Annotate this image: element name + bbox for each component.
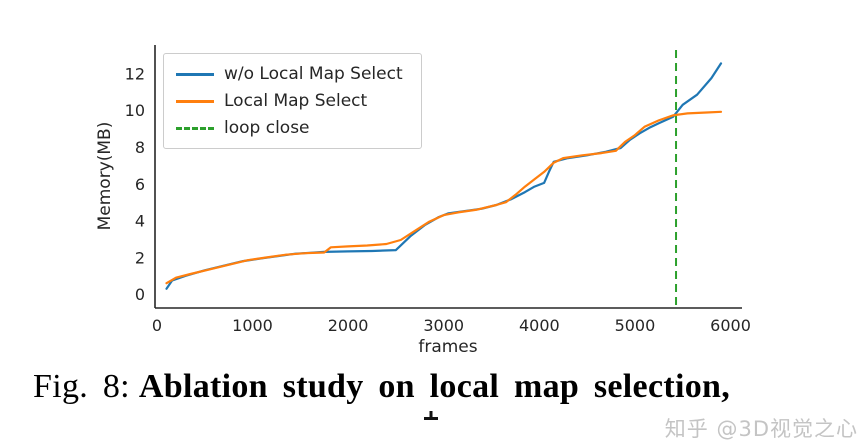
y-tick-label: 6 — [135, 175, 145, 194]
x-tick-label: 5000 — [615, 316, 656, 335]
x-tick-label: 4000 — [519, 316, 560, 335]
chart-canvas: Memory(MB) frames 0 1000 2000 3000 4000 5000 6… — [95, 45, 751, 357]
legend-item-wo-local-map-select: w/o Local Map Select — [176, 64, 403, 84]
y-tick-label: 12 — [125, 64, 145, 83]
legend-line-sample-orange — [176, 99, 214, 103]
caption-prefix: Fig. 8: — [33, 368, 130, 405]
x-tick-label: 1000 — [232, 316, 273, 335]
y-tick-label: 0 — [135, 285, 145, 304]
memory-chart: Memory(MB) frames 0 1000 2000 3000 4000 5000 6… — [95, 45, 751, 357]
legend-item-local-map-select: Local Map Select — [176, 91, 403, 111]
legend-line-sample-green-dashed — [176, 126, 214, 130]
legend-label: w/o Local Map Select — [224, 64, 403, 84]
legend-line-sample-blue — [176, 72, 214, 76]
legend-item-loop-close: loop close — [176, 118, 403, 138]
caption-text: Ablation study on local map selection, — [138, 368, 731, 405]
x-tick-label: 3000 — [423, 316, 464, 335]
y-tick-label: 2 — [135, 248, 145, 267]
figure-caption: Fig. 8: Ablation study on local map selec… — [33, 368, 730, 406]
x-tick-label: 0 — [152, 316, 162, 335]
x-tick-label: 2000 — [328, 316, 369, 335]
legend: w/o Local Map Select Local Map Select lo… — [163, 53, 422, 149]
y-tick-label: 4 — [135, 212, 145, 231]
legend-label: loop close — [224, 118, 310, 138]
legend-label: Local Map Select — [224, 91, 368, 111]
x-tick-label: 6000 — [710, 316, 751, 335]
watermark: 知乎 @3D视觉之心 — [664, 417, 858, 441]
y-tick-label: 10 — [125, 101, 145, 120]
cropped-text-fragment — [424, 411, 438, 420]
series-line-1 — [165, 110, 723, 285]
x-axis-label: frames — [418, 337, 477, 357]
y-tick-label: 8 — [135, 138, 145, 157]
y-axis-label: Memory(MB) — [95, 122, 115, 231]
